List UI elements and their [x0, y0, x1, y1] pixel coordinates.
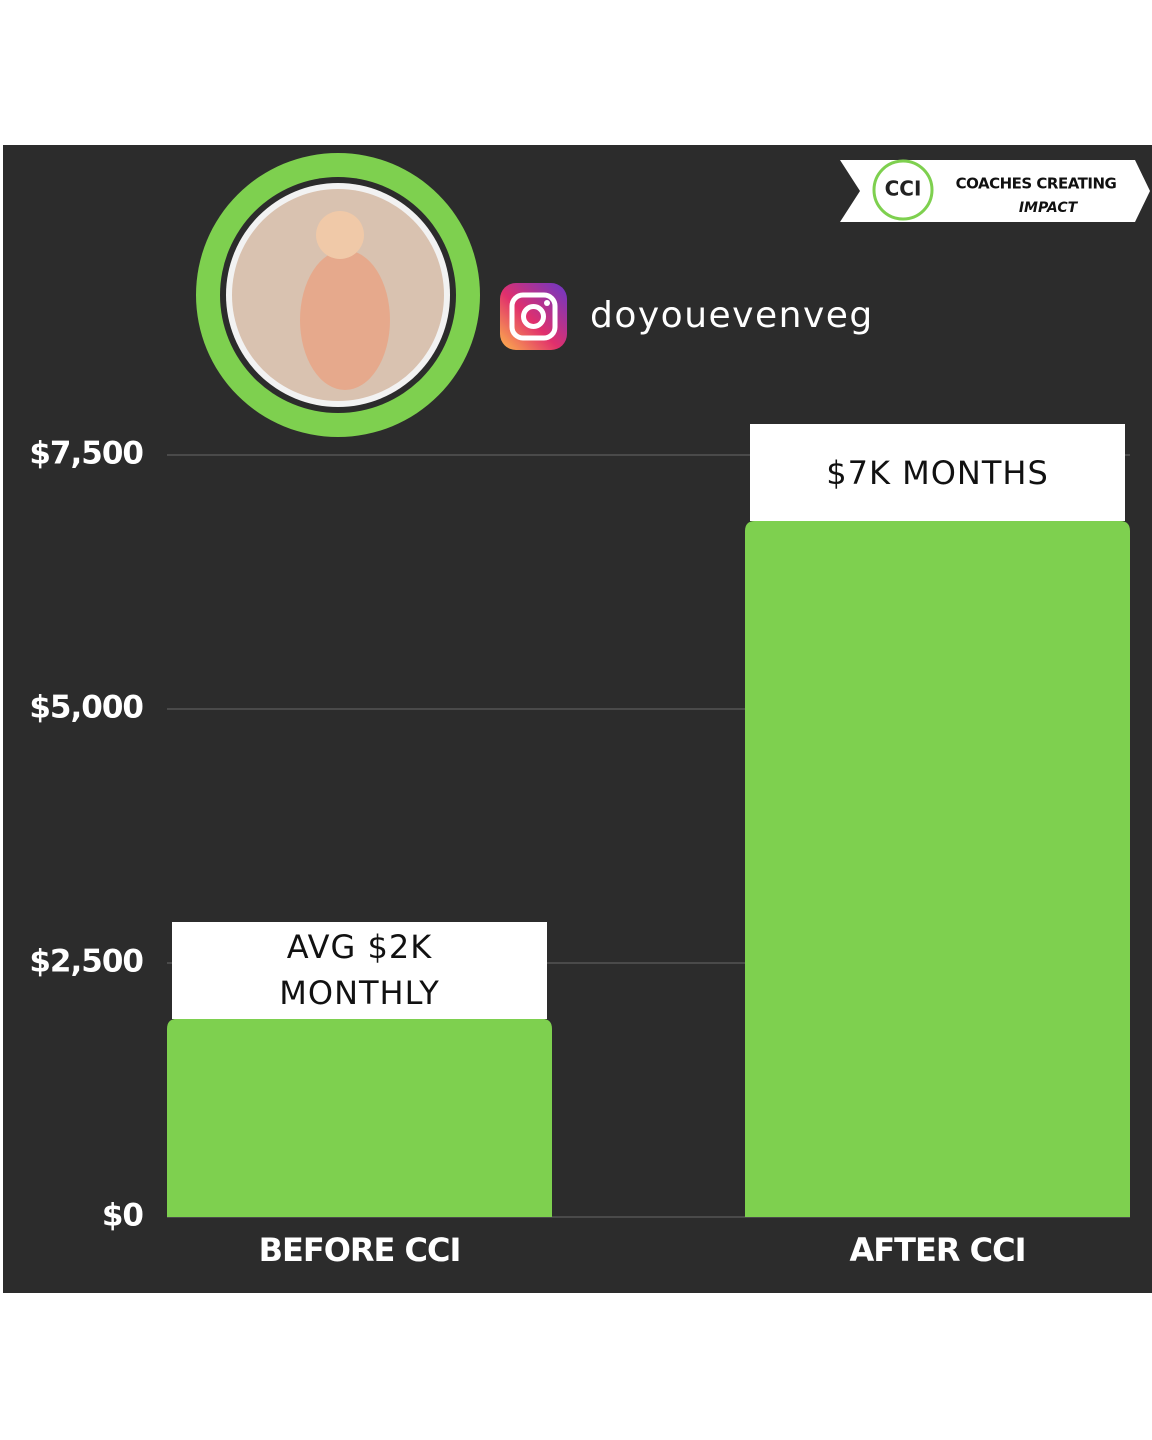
- logo-mark: CCI: [885, 177, 922, 201]
- value-label-box: AVG $2K MONTHLY: [172, 921, 547, 1019]
- logo-line1: COACHES CREATING: [956, 175, 1117, 193]
- logo-circle: [872, 159, 934, 221]
- instagram-icon-frame: [509, 292, 558, 341]
- bars: [167, 521, 1130, 1217]
- x-tick-label: AFTER CCI: [850, 1231, 1026, 1269]
- y-tick-label: $7,500: [29, 436, 143, 472]
- bar: [167, 1018, 552, 1217]
- instagram-icon-dot: [544, 300, 550, 306]
- value-label: $7K MONTHS: [826, 453, 1049, 492]
- y-tick-label: $5,000: [29, 690, 143, 726]
- x-tick-label: BEFORE CCI: [259, 1231, 461, 1269]
- avatar-figure: [300, 250, 390, 390]
- logo-line2: IMPACT: [1019, 200, 1079, 216]
- instagram-handle: doyouevenveg: [590, 295, 874, 336]
- value-label: AVG $2K MONTHLY: [279, 928, 440, 1013]
- value-label-box: $7K MONTHS: [750, 424, 1125, 522]
- bar: [745, 521, 1130, 1217]
- avatar-head: [316, 211, 364, 259]
- instagram-icon-lens: [521, 304, 546, 329]
- y-tick-label: $2,500: [29, 944, 143, 980]
- y-tick-label: $0: [102, 1198, 144, 1234]
